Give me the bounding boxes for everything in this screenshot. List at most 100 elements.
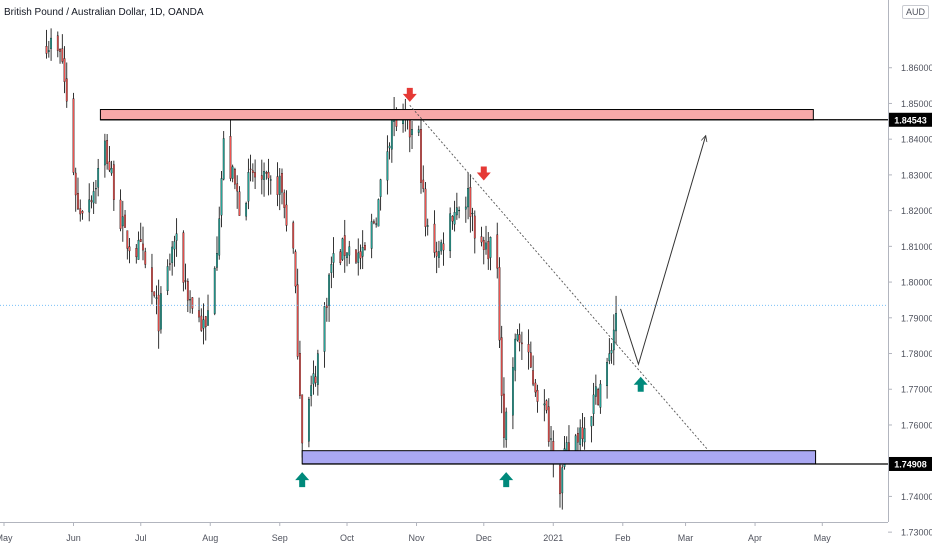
candle-body [579, 427, 582, 445]
projection-path [620, 136, 706, 366]
candle-body [332, 253, 335, 263]
candle-body [464, 206, 467, 210]
candle-body [121, 216, 124, 227]
candle-body [88, 199, 91, 213]
candle-body [561, 467, 564, 494]
candle-body [81, 210, 84, 214]
up-arrow-icon [499, 472, 514, 488]
candle-body [103, 140, 106, 166]
candle-body [545, 400, 548, 411]
candle-body [267, 171, 270, 179]
candle-body [198, 310, 200, 318]
candle-body [498, 267, 501, 341]
candle-body [50, 37, 52, 49]
candle-body [175, 233, 178, 241]
candle-body [375, 223, 378, 225]
candle-body [207, 310, 209, 326]
candle-body [296, 284, 299, 357]
candle-body [503, 393, 505, 438]
candle-body [559, 465, 561, 495]
candle-body [171, 246, 174, 263]
candle-body [173, 241, 176, 250]
candle-body [471, 212, 474, 215]
candle-body [278, 175, 281, 195]
price-tick-label: 1.83000 [901, 170, 932, 180]
candle-body [216, 253, 218, 268]
candle-body [184, 280, 187, 282]
candle-body [532, 370, 534, 385]
candle-body [547, 406, 550, 442]
candle-body [520, 342, 523, 345]
candle-body [388, 145, 391, 149]
candle-body [265, 172, 268, 174]
candle-body [420, 129, 422, 183]
candle-body [169, 263, 171, 265]
candle-body [348, 246, 351, 256]
resistance-zone [99, 109, 814, 121]
candle-body [254, 172, 256, 178]
currency-button[interactable]: AUD [902, 5, 930, 19]
candle-body [469, 187, 472, 217]
candle-body [186, 281, 189, 301]
candle-body [251, 170, 254, 173]
candle-body [487, 241, 490, 260]
candle-body [74, 172, 77, 196]
candle-body [518, 334, 521, 343]
candle-body [574, 435, 577, 451]
price-tick-label: 1.76000 [901, 420, 932, 430]
candle-body [222, 138, 225, 180]
candle-body [386, 151, 389, 181]
price-tick-label: 1.81000 [901, 242, 932, 252]
candle-body [364, 245, 366, 250]
candle-body [590, 416, 593, 427]
chart-annotations [0, 87, 888, 488]
candle-body [325, 304, 328, 308]
candle-body [128, 246, 131, 252]
time-axis[interactable]: May Jun Jul Aug Sep Oct Nov Dec 2021 Feb Mar Apr May [0, 522, 888, 543]
down-arrow-icon [476, 166, 491, 181]
candle-body [249, 168, 252, 170]
chart-title: British Pound / Australian Dollar, 1D, O… [4, 7, 204, 18]
candle-body [310, 385, 313, 397]
candle-body [90, 200, 93, 202]
candlestick-series [45, 28, 617, 510]
candle-body [577, 433, 579, 443]
candle-body [247, 172, 250, 202]
candle-body [139, 239, 142, 242]
candle-body [527, 344, 530, 353]
candle-body [189, 299, 191, 301]
candle-body [316, 353, 319, 385]
candle-body [144, 251, 147, 265]
candle-body [157, 294, 160, 332]
candle-body [119, 199, 122, 229]
candle-body [424, 188, 427, 227]
candle-body [339, 251, 342, 264]
candle-body [281, 173, 283, 193]
candle-body [355, 249, 357, 263]
price-tick-label: 1.74000 [901, 492, 932, 502]
candle-body [473, 215, 476, 239]
candle-body [151, 267, 153, 292]
candle-body [166, 266, 169, 292]
candle-body [610, 350, 613, 354]
candle-body [516, 334, 519, 341]
candle-body [155, 297, 158, 299]
candle-body [65, 78, 68, 102]
candle-body [160, 293, 162, 330]
candle-body [599, 383, 602, 408]
candle-body [373, 221, 375, 224]
time-tick-label: 2021 [543, 533, 563, 543]
candle-body [597, 389, 600, 405]
candle-body [592, 394, 595, 414]
candle-body [283, 192, 286, 208]
price-tick-label: 1.85000 [901, 99, 932, 109]
candle-body [231, 166, 234, 179]
candle-body [97, 168, 100, 188]
candle-body [61, 48, 64, 62]
candle-body [346, 252, 348, 259]
candle-body [529, 352, 532, 368]
candle-body [312, 373, 315, 385]
candle-body [229, 136, 232, 179]
price-label-bg [889, 112, 932, 127]
